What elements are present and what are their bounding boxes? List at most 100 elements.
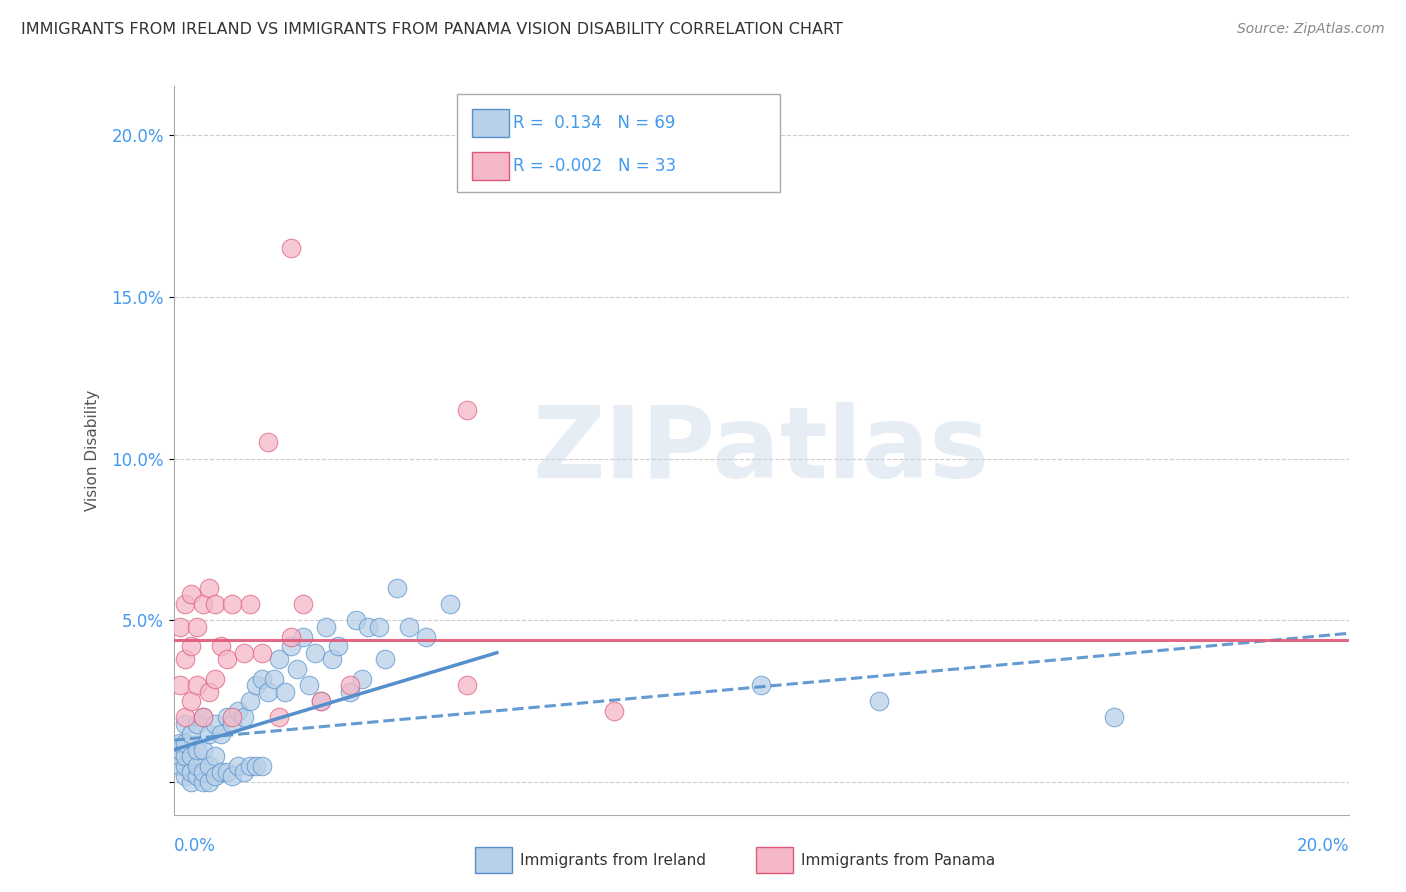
Point (204, 597, 226, 611)
Point (221, 769, 243, 783)
Point (191, 743, 214, 757)
Point (186, 620, 208, 634)
Point (186, 743, 208, 757)
Point (215, 652, 238, 666)
Point (209, 726, 232, 740)
Point (169, 749, 191, 764)
Point (256, 684, 278, 698)
Text: Source: ZipAtlas.com: Source: ZipAtlas.com (1237, 22, 1385, 37)
Text: R = -0.002   N = 33: R = -0.002 N = 33 (513, 157, 676, 175)
Point (304, 646, 326, 660)
Point (226, 704, 249, 718)
Point (328, 640, 350, 654)
Y-axis label: Vision Disability: Vision Disability (86, 390, 100, 511)
Point (350, 672, 373, 686)
Point (239, 597, 262, 611)
Point (368, 620, 391, 634)
Point (209, 640, 232, 654)
Point (315, 620, 337, 634)
Text: Immigrants from Ireland: Immigrants from Ireland (520, 854, 706, 868)
Point (280, 640, 302, 654)
Point (204, 749, 226, 764)
Point (291, 630, 314, 644)
Point (291, 597, 314, 611)
Point (180, 640, 202, 654)
Point (198, 759, 221, 773)
Point (280, 241, 302, 255)
Point (269, 652, 291, 666)
Point (169, 743, 191, 757)
Point (456, 678, 478, 692)
Point (239, 694, 262, 708)
Point (226, 759, 249, 773)
Point (339, 684, 361, 698)
Point (456, 403, 478, 417)
Point (180, 749, 202, 764)
Point (374, 652, 396, 666)
Point (221, 597, 243, 611)
Point (309, 694, 332, 708)
Point (868, 694, 890, 708)
Point (191, 775, 214, 789)
Point (250, 672, 273, 686)
Point (180, 694, 202, 708)
Text: IMMIGRANTS FROM IRELAND VS IMMIGRANTS FROM PANAMA VISION DISABILITY CORRELATION : IMMIGRANTS FROM IRELAND VS IMMIGRANTS FR… (21, 22, 844, 37)
Point (174, 717, 197, 731)
Point (221, 717, 243, 731)
Point (204, 717, 226, 731)
Point (263, 672, 285, 686)
Point (191, 597, 214, 611)
Text: 20.0%: 20.0% (1296, 837, 1348, 855)
Point (285, 662, 308, 676)
Point (344, 613, 367, 627)
Point (174, 769, 197, 783)
Point (186, 759, 208, 773)
Point (198, 775, 221, 789)
Point (250, 646, 273, 660)
Point (174, 652, 197, 666)
Point (749, 678, 772, 692)
Point (180, 726, 202, 740)
Point (250, 759, 273, 773)
Point (180, 765, 202, 780)
Point (321, 652, 343, 666)
Point (215, 765, 238, 780)
Point (356, 620, 378, 634)
Point (398, 620, 420, 634)
Point (233, 765, 256, 780)
Point (256, 435, 278, 450)
Point (233, 646, 256, 660)
Point (169, 620, 191, 634)
Point (174, 759, 197, 773)
Point (169, 678, 191, 692)
Point (191, 710, 214, 724)
Point (221, 710, 243, 724)
Point (274, 684, 297, 698)
Point (339, 678, 361, 692)
Point (180, 587, 202, 601)
Point (174, 597, 197, 611)
Point (198, 684, 221, 698)
Point (198, 726, 221, 740)
Point (245, 759, 267, 773)
Point (169, 736, 191, 750)
Point (169, 759, 191, 773)
Point (298, 678, 321, 692)
Point (215, 710, 238, 724)
Text: Immigrants from Panama: Immigrants from Panama (801, 854, 995, 868)
Point (186, 769, 208, 783)
Point (174, 749, 197, 764)
Text: R =  0.134   N = 69: R = 0.134 N = 69 (513, 114, 675, 132)
Point (204, 769, 226, 783)
Point (1102, 710, 1125, 724)
Point (174, 736, 197, 750)
Point (233, 710, 256, 724)
Point (603, 704, 626, 718)
Point (269, 710, 291, 724)
Point (280, 630, 302, 644)
Text: 0.0%: 0.0% (173, 837, 215, 855)
Point (204, 672, 226, 686)
Point (245, 678, 267, 692)
Point (439, 597, 461, 611)
Point (309, 694, 332, 708)
